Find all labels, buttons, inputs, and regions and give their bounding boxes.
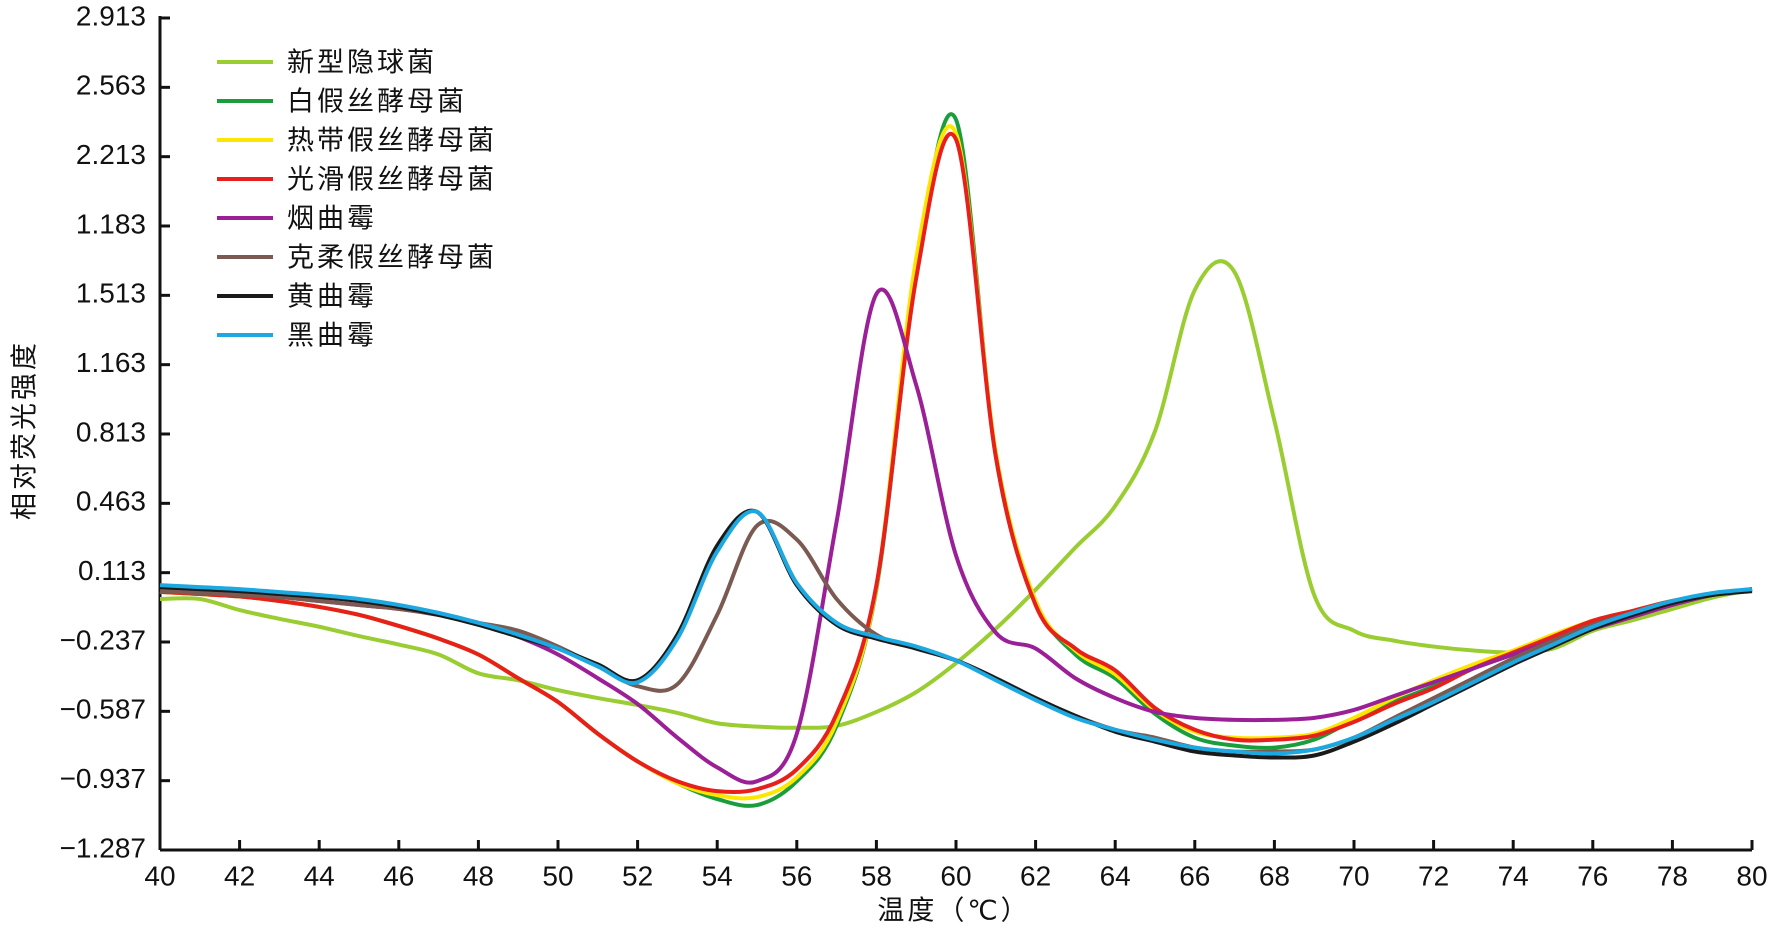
y-tick-label: 0.813 bbox=[76, 416, 146, 447]
series-line bbox=[159, 112, 1753, 808]
x-tick-label: 64 bbox=[1100, 860, 1131, 891]
x-tick-label: 72 bbox=[1418, 860, 1449, 891]
series-line bbox=[159, 131, 1753, 795]
legend-label: 黑曲霉 bbox=[287, 321, 377, 352]
x-axis-label: 温度（℃） bbox=[877, 896, 1030, 927]
x-tick-label: 68 bbox=[1259, 860, 1290, 891]
x-tick-label: 74 bbox=[1498, 860, 1529, 891]
x-tick-label: 54 bbox=[702, 860, 733, 891]
y-tick-label: 2.563 bbox=[76, 70, 146, 101]
series-line bbox=[159, 124, 1753, 801]
legend-label: 烟曲霉 bbox=[287, 204, 377, 235]
y-tick-label: 1.183 bbox=[76, 208, 146, 239]
y-tick-label: 2.913 bbox=[76, 0, 146, 31]
y-tick-label: 0.113 bbox=[78, 555, 146, 586]
x-tick-label: 46 bbox=[383, 860, 414, 891]
legend-label: 新型隐球菌 bbox=[287, 48, 437, 79]
x-tick-label: 66 bbox=[1179, 860, 1210, 891]
legend-label: 白假丝酵母菌 bbox=[287, 87, 467, 118]
series-line bbox=[159, 508, 1753, 760]
y-axis-label: 相对荧光强度 bbox=[10, 340, 41, 520]
x-tick-label: 50 bbox=[542, 860, 573, 891]
x-tick-label: 48 bbox=[463, 860, 494, 891]
y-tick-label: 2.213 bbox=[76, 139, 146, 170]
x-tick-label: 76 bbox=[1577, 860, 1608, 891]
legend-label: 光滑假丝酵母菌 bbox=[287, 165, 497, 196]
series-line bbox=[159, 509, 1753, 756]
y-tick-label: −0.237 bbox=[60, 624, 146, 655]
x-tick-label: 60 bbox=[940, 860, 971, 891]
x-tick-label: 56 bbox=[781, 860, 812, 891]
y-tick-label: 0.463 bbox=[76, 486, 146, 517]
x-tick-label: 80 bbox=[1736, 860, 1767, 891]
legend-label: 热带假丝酵母菌 bbox=[287, 126, 497, 157]
y-tick-label: −0.587 bbox=[60, 694, 146, 725]
legend-label: 克柔假丝酵母菌 bbox=[287, 243, 497, 274]
series-line bbox=[159, 259, 1753, 730]
x-tick-label: 42 bbox=[224, 860, 255, 891]
y-tick-label: 1.163 bbox=[76, 347, 146, 378]
x-tick-label: 78 bbox=[1657, 860, 1688, 891]
x-tick-label: 44 bbox=[304, 860, 335, 891]
y-tick-label: −1.287 bbox=[60, 832, 146, 863]
x-tick-label: 40 bbox=[144, 860, 175, 891]
legend-label: 黄曲霉 bbox=[287, 282, 377, 313]
x-tick-label: 70 bbox=[1338, 860, 1369, 891]
y-tick-label: −0.937 bbox=[60, 763, 146, 794]
series-line bbox=[159, 287, 1753, 785]
x-tick-label: 58 bbox=[861, 860, 892, 891]
x-tick-label: 62 bbox=[1020, 860, 1051, 891]
x-tick-label: 52 bbox=[622, 860, 653, 891]
y-tick-label: 1.513 bbox=[76, 278, 146, 309]
